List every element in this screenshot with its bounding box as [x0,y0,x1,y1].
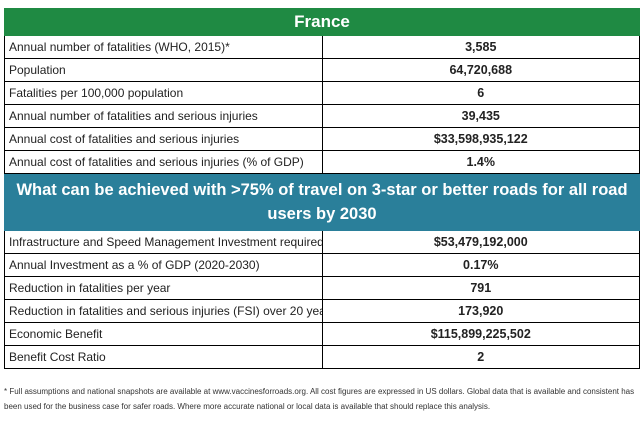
row-value: 1.4% [321,150,640,174]
table-row: Population 64,720,688 [4,58,640,82]
table-row: Annual cost of fatalities and serious in… [4,127,640,151]
table-row: Fatalities per 100,000 population 6 [4,81,640,105]
row-label: Economic Benefit [4,322,323,346]
row-label: Population [4,58,323,82]
row-value: $53,479,192,000 [321,230,640,254]
row-value: 39,435 [321,104,640,128]
country-title: France [4,8,640,36]
row-value: $33,598,935,122 [321,127,640,151]
table-row: Annual number of fatalities (WHO, 2015)*… [4,35,640,59]
row-label: Annual number of fatalities (WHO, 2015)* [4,35,323,59]
row-label: Annual cost of fatalities and serious in… [4,127,323,151]
row-value: 0.17% [321,253,640,277]
row-label: Annual Investment as a % of GDP (2020-20… [4,253,323,277]
row-value: $115,899,225,502 [321,322,640,346]
row-value: 2 [321,345,640,369]
row-label: Reduction in fatalities per year [4,276,323,300]
table-row: Economic Benefit $115,899,225,502 [4,322,640,346]
title-row: France [4,8,640,36]
table-row: Reduction in fatalities and serious inju… [4,299,640,323]
table-row: Annual number of fatalities and serious … [4,104,640,128]
table-row: Annual cost of fatalities and serious in… [4,150,640,174]
row-value: 3,585 [321,35,640,59]
row-label: Annual number of fatalities and serious … [4,104,323,128]
row-label: Infrastructure and Speed Management Inve… [4,230,323,254]
row-value: 173,920 [321,299,640,323]
footnote: * Full assumptions and national snapshot… [4,387,635,411]
row-label: Reduction in fatalities and serious inju… [4,299,323,323]
snapshot-table: France Annual number of fatalities (WHO,… [4,8,640,369]
table-row: Benefit Cost Ratio 2 [4,345,640,369]
row-label: Annual cost of fatalities and serious in… [4,150,323,174]
row-value: 6 [321,81,640,105]
table-row: Reduction in fatalities per year 791 [4,276,640,300]
row-label: Fatalities per 100,000 population [4,81,323,105]
table-row: Infrastructure and Speed Management Inve… [4,230,640,254]
banner-row: What can be achieved with >75% of travel… [4,173,640,231]
row-label: Benefit Cost Ratio [4,345,323,369]
row-value: 791 [321,276,640,300]
row-value: 64,720,688 [321,58,640,82]
section-banner: What can be achieved with >75% of travel… [4,173,640,231]
table-row: Annual Investment as a % of GDP (2020-20… [4,253,640,277]
